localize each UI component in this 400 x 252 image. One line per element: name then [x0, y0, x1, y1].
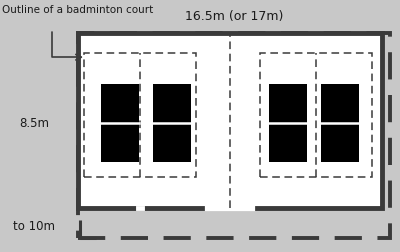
Bar [269, 84, 307, 163]
Bar [78, 34, 390, 238]
Text: to 10m: to 10m [13, 219, 55, 232]
Bar [101, 84, 139, 163]
Bar [78, 34, 382, 208]
Bar [153, 84, 191, 163]
Bar [321, 84, 359, 163]
Text: Outline of a badminton court: Outline of a badminton court [2, 5, 153, 15]
Bar [84, 54, 196, 178]
Text: 16.5m (or 17m): 16.5m (or 17m) [185, 10, 283, 23]
Bar [260, 54, 372, 178]
Text: 8.5m: 8.5m [19, 117, 49, 130]
